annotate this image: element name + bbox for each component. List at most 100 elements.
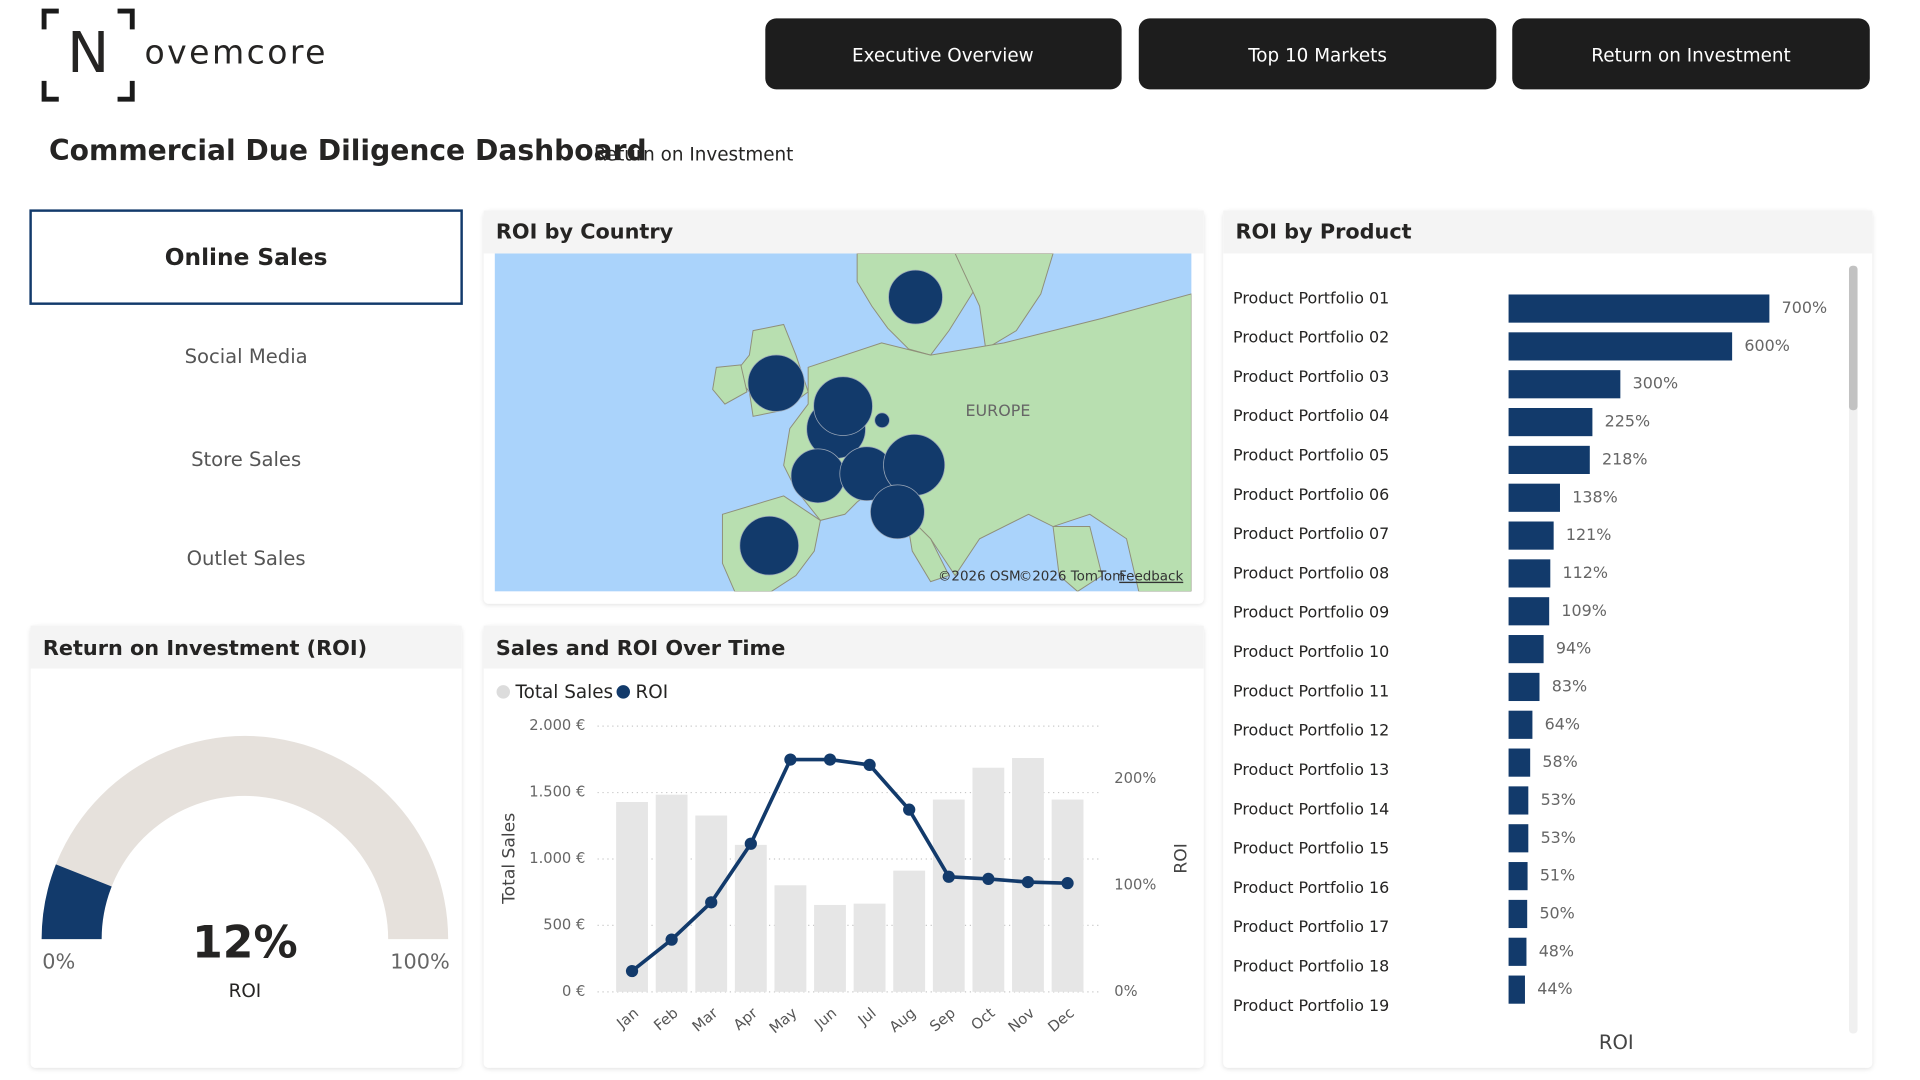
- category-label: Product Portfolio 08: [1233, 563, 1389, 582]
- bar: [1508, 824, 1529, 853]
- category-label: Product Portfolio 14: [1233, 799, 1389, 818]
- value-label: 94%: [1556, 639, 1591, 658]
- logo-text: ovemcore: [144, 32, 327, 71]
- line-point: [1061, 877, 1074, 890]
- gauge-track: [41, 735, 449, 940]
- bar: [1508, 408, 1593, 437]
- bar: [1508, 786, 1529, 815]
- value-label: 112%: [1563, 563, 1608, 582]
- bar: [734, 844, 767, 992]
- value-label: 109%: [1561, 601, 1606, 620]
- bar: [1508, 635, 1544, 664]
- value-label: 53%: [1541, 828, 1576, 847]
- nav-button[interactable]: Top 10 Markets: [1138, 18, 1497, 90]
- line-point: [982, 872, 995, 886]
- value-label: 83%: [1552, 676, 1587, 695]
- gauge-value: [41, 864, 112, 940]
- line-point: [863, 758, 876, 772]
- category-label: Product Portfolio 13: [1233, 760, 1389, 779]
- y-tick-label: 1.500 €: [529, 784, 585, 801]
- value-label: 700%: [1782, 298, 1827, 317]
- value-label: 218%: [1602, 449, 1647, 468]
- bar: [1012, 758, 1044, 992]
- legend-label: ROI: [636, 682, 669, 703]
- category-label: Product Portfolio 15: [1233, 839, 1389, 858]
- map-bubble: [747, 354, 805, 412]
- page-subtitle: Return on Investment: [594, 145, 793, 166]
- bar: [1508, 559, 1551, 588]
- map-credit[interactable]: Feedback: [1119, 570, 1183, 585]
- category-label: Product Portfolio 01: [1233, 288, 1389, 307]
- bar: [1508, 975, 1525, 1004]
- bar: [893, 870, 926, 992]
- panel-title: ROI by Country: [496, 220, 674, 244]
- bar: [932, 799, 965, 992]
- value-label: 600%: [1744, 336, 1789, 355]
- value-label: 53%: [1541, 790, 1576, 809]
- nav-button[interactable]: Return on Investment: [1512, 18, 1870, 90]
- line-point: [625, 964, 639, 978]
- nav-button[interactable]: Executive Overview: [765, 18, 1122, 90]
- y-tick-label: 500 €: [543, 916, 585, 933]
- bar: [1508, 899, 1528, 929]
- y2-tick-label: 200%: [1114, 770, 1156, 787]
- bar: [1508, 710, 1533, 739]
- category-label: Product Portfolio 09: [1233, 603, 1389, 622]
- value-label: 300%: [1633, 374, 1678, 393]
- bar: [1508, 294, 1770, 323]
- nav-label[interactable]: Top 10 Markets: [1247, 45, 1387, 66]
- value-label: 44%: [1537, 979, 1572, 998]
- slicer-item[interactable]: Outlet Sales: [187, 547, 306, 570]
- panel-title: Sales and ROI Over Time: [496, 636, 785, 660]
- x-axis-title: ROI: [1599, 1031, 1634, 1054]
- legend-marker: [496, 685, 510, 699]
- logo: [41, 8, 135, 102]
- line-point: [744, 837, 757, 850]
- category-label: Product Portfolio 11: [1233, 681, 1389, 700]
- category-label: Product Portfolio 07: [1233, 524, 1389, 543]
- y-axis-title: Total Sales: [499, 813, 519, 905]
- map-bubble: [874, 412, 890, 428]
- value-label: 58%: [1542, 752, 1577, 771]
- logo-letter: N: [67, 21, 109, 86]
- category-label: Product Portfolio 06: [1233, 485, 1389, 504]
- category-label: Product Portfolio 10: [1233, 642, 1389, 661]
- nav-label[interactable]: Executive Overview: [852, 45, 1034, 66]
- slicer-item[interactable]: Social Media: [185, 345, 308, 368]
- slicer-item[interactable]: Online Sales: [165, 244, 328, 271]
- category-label: Product Portfolio 19: [1233, 996, 1389, 1015]
- bar: [1508, 483, 1560, 512]
- value-label: 225%: [1605, 412, 1650, 431]
- category-label: Product Portfolio 18: [1233, 956, 1389, 975]
- scrollbar-thumb[interactable]: [1848, 265, 1858, 411]
- slicer-selected-box[interactable]: [29, 209, 463, 305]
- bar: [774, 885, 807, 992]
- bar: [1508, 862, 1528, 891]
- nav-label[interactable]: Return on Investment: [1591, 45, 1790, 66]
- category-label: Product Portfolio 05: [1233, 446, 1389, 465]
- y2-tick-label: 100%: [1114, 876, 1156, 893]
- value-label: 138%: [1572, 487, 1617, 506]
- bar: [1051, 799, 1084, 992]
- line-point: [784, 753, 797, 766]
- slicer-item[interactable]: Store Sales: [191, 448, 301, 471]
- line-point: [942, 870, 955, 883]
- value-label: 48%: [1539, 941, 1574, 960]
- map-bubble: [739, 515, 799, 576]
- y-tick-label: 0 €: [562, 983, 585, 1000]
- panel-header: [30, 210, 1873, 669]
- slicer: Online Sales Social Media Store Sales Outle…: [29, 209, 463, 570]
- bar: [814, 904, 846, 992]
- bar: [1508, 445, 1590, 474]
- page-title: Commercial Due Diligence Dashboard: [49, 134, 647, 167]
- bar: [1508, 672, 1540, 702]
- line-point: [665, 933, 678, 946]
- gauge-label: ROI: [229, 981, 262, 1002]
- map-region-label: EUROPE: [965, 401, 1030, 420]
- line: [630, 757, 1068, 973]
- map-bubble: [888, 269, 943, 325]
- y2-axis-title: ROI: [1172, 843, 1192, 873]
- category-label: Product Portfolio 03: [1233, 367, 1389, 386]
- scrollbar-track: [1848, 265, 1858, 1034]
